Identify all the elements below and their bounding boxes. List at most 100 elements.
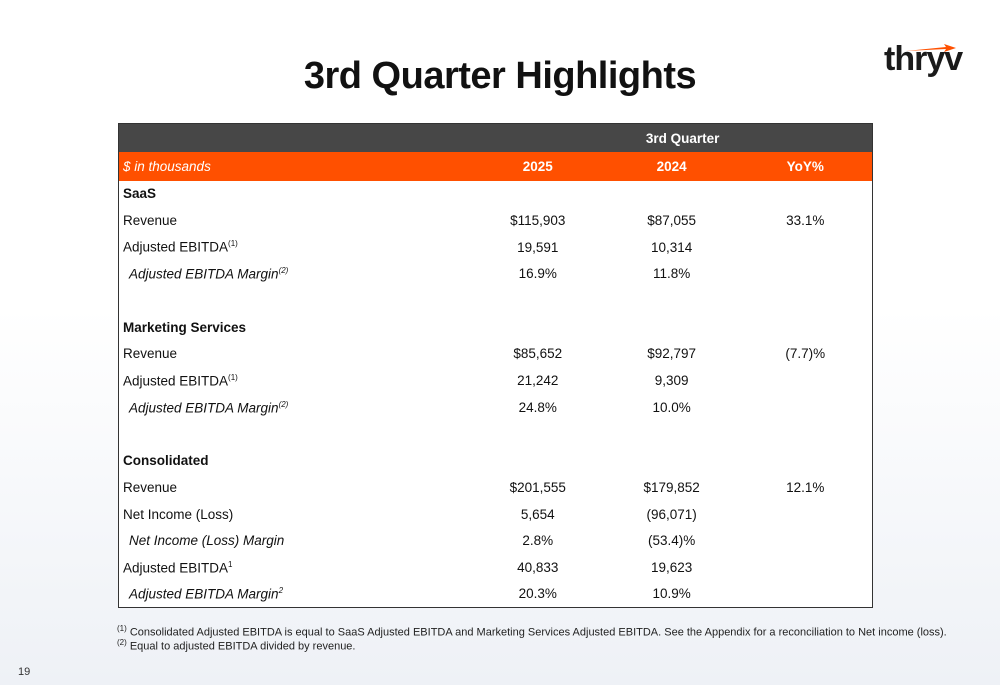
cell-yoy (739, 421, 873, 448)
cell-yoy: (7.7)% (785, 346, 826, 362)
col-2024: 2024 (604, 151, 739, 181)
table-row: Adjusted EBITDA1 40,833 19,623 (119, 554, 873, 581)
cell-2025: 21,242 (517, 373, 559, 389)
cell-yoy (739, 261, 873, 288)
row-label: Adjusted EBITDA(1) (119, 367, 471, 394)
cell-yoy (739, 234, 873, 261)
cell-2025: $85,652 (513, 346, 563, 362)
table-row: Adjusted EBITDA(1) 19,591 10,314 (119, 234, 873, 261)
col-2025: 2025 (470, 151, 605, 181)
table-row: Net Income (Loss) Margin 2.8% (53.4)% (119, 527, 873, 554)
section-row: SaaS (119, 181, 873, 208)
footnote-1: (1) Consolidated Adjusted EBITDA is equa… (117, 624, 947, 639)
row-label-text: Marketing Services (123, 319, 247, 335)
row-label-text: Adjusted EBITDA (123, 239, 229, 255)
row-label: Net Income (Loss) Margin (119, 527, 471, 554)
row-label: SaaS (119, 181, 471, 208)
row-label-text: Revenue (123, 213, 178, 229)
row-label-text: Adjusted EBITDA Margin (129, 400, 279, 416)
cell-2025 (471, 287, 605, 314)
units-label: $ in thousands (118, 151, 471, 181)
logo-text: thryv (884, 40, 963, 78)
table-row: Revenue $85,652 $92,797 (7.7)% (119, 341, 873, 368)
column-header-row: $ in thousands 2025 2024 YoY% (118, 151, 873, 181)
footnote-ref: 2 (278, 586, 284, 596)
cell-yoy (739, 181, 873, 208)
row-label: Adjusted EBITDA Margin2 (119, 581, 471, 608)
row-label: Adjusted EBITDA1 (119, 554, 471, 581)
table-row: Adjusted EBITDA(1) 21,242 9,309 (119, 367, 873, 394)
footnote-mark: (1) (117, 624, 127, 633)
cell-2024 (605, 447, 739, 474)
row-label-text: SaaS (123, 186, 157, 202)
cell-yoy (739, 527, 873, 554)
cell-2024 (605, 314, 739, 341)
footnote-2: (2) Equal to adjusted EBITDA divided by … (117, 638, 355, 653)
row-label: Revenue (119, 341, 471, 368)
cell-2024: 10.9% (652, 586, 691, 602)
cell-2024: 9,309 (654, 373, 689, 389)
table-row: Net Income (Loss) 5,654 (96,071) (119, 501, 873, 528)
cell-2025: 16.9% (518, 266, 557, 282)
row-label: Adjusted EBITDA Margin(2) (119, 394, 471, 421)
cell-2024: 10,314 (650, 239, 693, 255)
cell-yoy: 12.1% (786, 479, 825, 495)
spacer-row (119, 421, 873, 448)
footnote-text: Consolidated Adjusted EBITDA is equal to… (129, 626, 947, 639)
table-row: Adjusted EBITDA Margin2 20.3% 10.9% (119, 581, 873, 608)
cell-yoy (739, 394, 873, 421)
footnote-text: Equal to adjusted EBITDA divided by reve… (129, 640, 356, 653)
cell-2025: 19,591 (517, 239, 559, 255)
cell-2025: $115,903 (510, 213, 566, 229)
table-row: Revenue $201,555 $179,852 12.1% (119, 474, 873, 501)
period-header-row: 3rd Quarter (118, 123, 873, 152)
cell-2025: 24.8% (518, 399, 557, 415)
row-label-text: Net Income (Loss) (123, 506, 234, 522)
row-label-text: Adjusted EBITDA Margin (129, 586, 279, 602)
spacer-row (119, 287, 873, 314)
cell-yoy (739, 314, 873, 341)
cell-yoy (739, 367, 873, 394)
row-label: Consolidated (119, 447, 471, 474)
row-label: Revenue (119, 207, 471, 234)
cell-2024: (96,071) (646, 506, 697, 522)
table-row: Adjusted EBITDA Margin(2) 16.9% 11.8% (119, 261, 873, 288)
footnote-mark: (2) (117, 638, 127, 647)
cell-yoy (739, 287, 873, 314)
row-label-text: Adjusted EBITDA Margin (129, 266, 279, 282)
footnote-ref: (1) (228, 239, 238, 249)
cell-2025: 2.8% (522, 533, 554, 549)
row-label: Adjusted EBITDA Margin(2) (119, 261, 471, 288)
row-label-text: Adjusted EBITDA (123, 373, 229, 389)
cell-2025 (471, 314, 605, 341)
page-title: 3rd Quarter Highlights (303, 55, 697, 97)
cell-yoy: 33.1% (786, 213, 825, 229)
arrow-icon (906, 44, 956, 52)
cell-2024: $92,797 (647, 346, 697, 362)
cell-2024 (605, 421, 739, 448)
cell-yoy (739, 554, 873, 581)
row-label: Revenue (119, 474, 471, 501)
footnote-ref: 1 (228, 559, 233, 569)
thryv-logo: thryv (884, 38, 964, 78)
cell-2024: $179,852 (643, 479, 700, 495)
cell-2024: (53.4)% (648, 533, 696, 549)
footnote-ref: (2) (278, 399, 289, 409)
cell-yoy (739, 581, 873, 608)
row-label-text: Net Income (Loss) Margin (129, 533, 285, 549)
cell-2025: 20.3% (518, 586, 557, 602)
period-header: 3rd Quarter (470, 123, 873, 152)
cell-yoy (739, 447, 873, 474)
cell-2025: 40,833 (517, 559, 559, 575)
row-label-text: Adjusted EBITDA (123, 560, 229, 576)
row-label (119, 421, 471, 448)
footnote-ref: (2) (278, 266, 289, 276)
period-header-text: 3rd Quarter (645, 131, 720, 146)
cell-2025: 5,654 (520, 506, 555, 522)
row-label: Net Income (Loss) (119, 501, 471, 528)
cell-2024: 19,623 (650, 559, 693, 575)
highlights-table: 3rd Quarter $ in thousands 2025 2024 YoY… (118, 123, 873, 608)
row-label-text: Revenue (123, 479, 178, 495)
cell-2024 (605, 181, 739, 208)
cell-2025 (471, 421, 605, 448)
